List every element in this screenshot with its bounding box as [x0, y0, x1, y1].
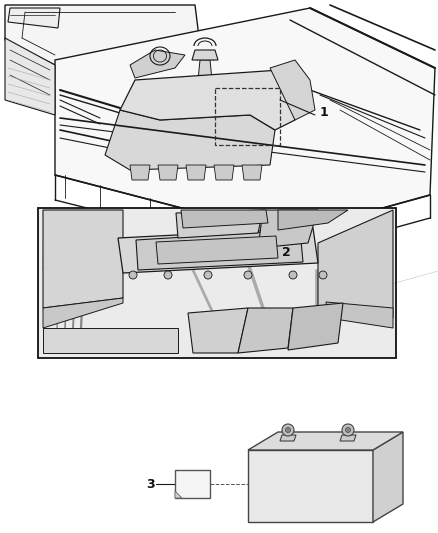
Polygon shape — [280, 435, 296, 441]
Polygon shape — [176, 210, 263, 238]
Text: 3: 3 — [146, 478, 155, 490]
Polygon shape — [130, 50, 185, 78]
Circle shape — [319, 271, 327, 279]
Bar — [39, 209, 395, 357]
Polygon shape — [156, 236, 278, 264]
Polygon shape — [158, 165, 178, 180]
Circle shape — [204, 271, 212, 279]
Polygon shape — [175, 470, 210, 498]
Polygon shape — [43, 210, 123, 308]
Polygon shape — [238, 308, 293, 353]
Polygon shape — [136, 230, 303, 270]
Polygon shape — [198, 60, 212, 80]
Polygon shape — [105, 110, 275, 170]
Polygon shape — [214, 165, 234, 180]
Polygon shape — [118, 228, 318, 273]
Circle shape — [289, 271, 297, 279]
Polygon shape — [242, 165, 262, 180]
Polygon shape — [192, 50, 218, 60]
Polygon shape — [288, 303, 343, 350]
Polygon shape — [8, 8, 60, 28]
Polygon shape — [373, 432, 403, 522]
Circle shape — [164, 271, 172, 279]
Polygon shape — [248, 432, 403, 450]
Polygon shape — [55, 8, 435, 235]
Polygon shape — [248, 450, 373, 522]
Polygon shape — [43, 298, 123, 328]
Text: 2: 2 — [282, 246, 290, 260]
Polygon shape — [43, 328, 178, 353]
Polygon shape — [318, 210, 393, 318]
Polygon shape — [175, 491, 182, 498]
Circle shape — [282, 424, 294, 436]
Polygon shape — [258, 210, 318, 248]
Text: 1: 1 — [320, 106, 329, 118]
Polygon shape — [181, 210, 268, 228]
Polygon shape — [5, 5, 200, 75]
Polygon shape — [188, 308, 248, 353]
Polygon shape — [5, 38, 55, 115]
Polygon shape — [120, 70, 295, 130]
Polygon shape — [326, 302, 393, 328]
Polygon shape — [130, 165, 150, 180]
Polygon shape — [340, 435, 356, 441]
Circle shape — [129, 271, 137, 279]
Circle shape — [286, 427, 290, 432]
Circle shape — [244, 271, 252, 279]
Polygon shape — [278, 210, 348, 230]
Polygon shape — [38, 208, 396, 358]
Polygon shape — [186, 165, 206, 180]
Circle shape — [346, 427, 350, 432]
Circle shape — [342, 424, 354, 436]
Polygon shape — [270, 60, 315, 120]
